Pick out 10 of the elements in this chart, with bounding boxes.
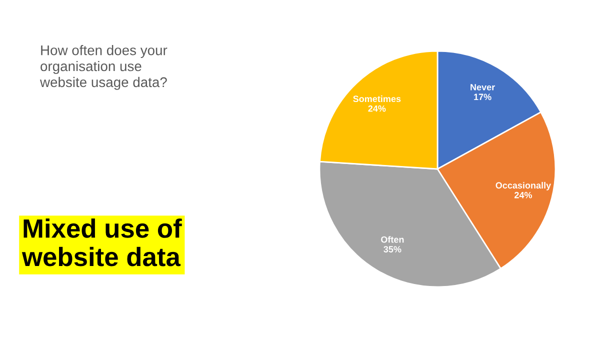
slice-label: Often xyxy=(381,236,404,243)
slice-label: Sometimes xyxy=(353,95,401,102)
data-label: 17% xyxy=(474,94,492,100)
data-label: 35% xyxy=(384,246,402,252)
data-label: 24% xyxy=(368,105,386,112)
slice-label: Never xyxy=(470,84,495,90)
text: How often does your organisation use website usage data? xyxy=(40,45,168,90)
text: Mixed use of website data xyxy=(22,218,182,266)
data-label: 24% xyxy=(514,192,532,198)
slice-label: Occasionally xyxy=(496,182,552,190)
